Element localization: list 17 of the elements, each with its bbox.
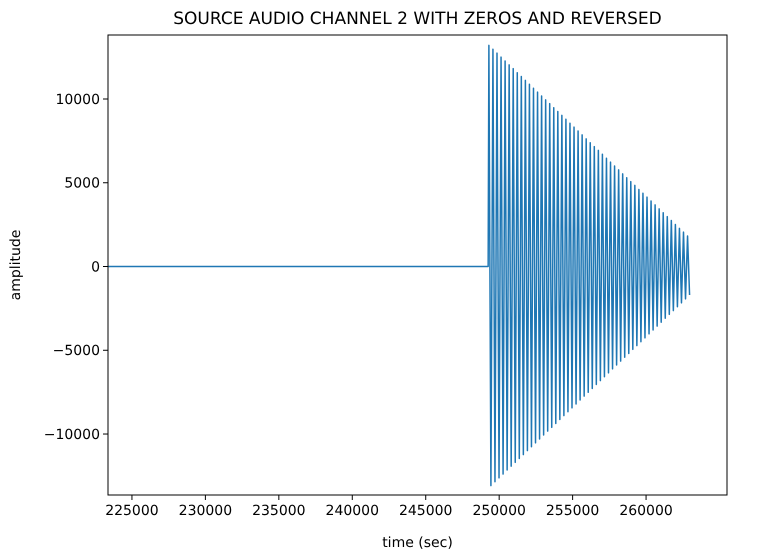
- x-tick-label: 260000: [619, 503, 673, 519]
- y-tick-label: −10000: [44, 426, 100, 443]
- y-tick-label: −5000: [52, 343, 100, 360]
- y-axis-title: amplitude: [8, 230, 24, 300]
- x-tick-label: 255000: [546, 503, 600, 519]
- x-tick-label: 225000: [105, 503, 159, 519]
- y-tick-label: 5000: [64, 176, 100, 192]
- chart-title: SOURCE AUDIO CHANNEL 2 WITH ZEROS AND REVERSED: [173, 9, 662, 29]
- y-tick-label: 10000: [55, 92, 100, 108]
- y-tick-label: 0: [91, 259, 100, 276]
- x-tick-label: 245000: [399, 503, 452, 519]
- line-series: [108, 44, 690, 486]
- x-tick-label: 230000: [178, 503, 232, 519]
- x-tick-label: 250000: [472, 503, 526, 519]
- x-axis-title: time (sec): [382, 535, 453, 551]
- x-tick-label: 240000: [326, 503, 380, 519]
- x-tick-label: 235000: [252, 503, 306, 519]
